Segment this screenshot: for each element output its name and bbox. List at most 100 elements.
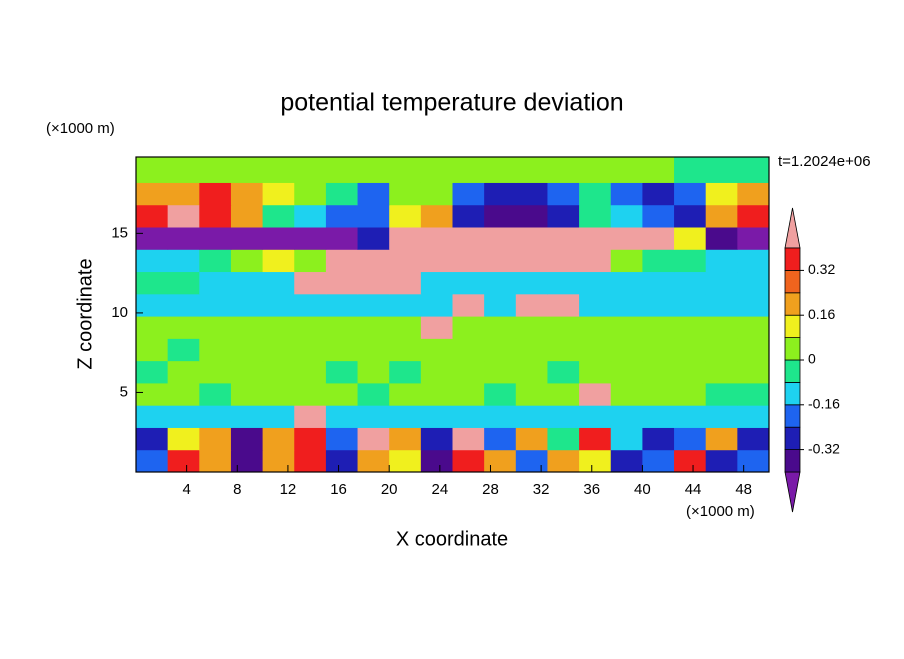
field-cell [420,338,453,362]
field-cell [737,271,770,295]
field-cell [230,405,264,428]
field-cell [420,293,453,317]
field-cell [674,449,707,473]
field-cell [579,382,612,406]
field-cell [357,271,390,295]
field-cell [136,204,169,228]
field-cell [452,382,485,406]
field-cell [642,382,675,406]
colorbar-box [784,269,801,294]
field-cell [452,449,485,473]
field-cell [230,338,264,362]
field-cell [389,405,422,428]
field-cell [389,316,422,339]
field-cell [515,249,548,273]
colorbar-tick-label: 0.32 [808,261,835,277]
x-tick-label: 44 [685,481,702,498]
field-cell [420,204,453,228]
field-cell [610,157,643,183]
field-cell [452,227,485,250]
field-cell [136,360,169,384]
field-cell [610,204,643,228]
field-cell [642,182,675,206]
field-cell [167,449,200,473]
field-cell [230,427,264,451]
field-cell [230,227,264,250]
field-cell [420,360,453,384]
field-cell [547,316,580,339]
x-unit: (×1000 m) [686,503,755,520]
field-cell [325,360,359,384]
field-cell [357,449,390,473]
field-cell [705,227,738,250]
field-cell [136,405,169,428]
field-cell [199,427,232,451]
field-cell [515,182,548,206]
colorbar-tick-label: 0.16 [808,306,835,322]
field-cell [167,249,200,273]
field-cell [579,316,612,339]
field-cell [484,316,517,339]
field-cell [325,449,359,473]
field-cell [167,382,200,406]
field-cell [705,382,738,406]
field-cell [547,227,580,250]
field-cell [642,293,675,317]
field-cell [610,382,643,406]
field-cell [642,204,675,228]
field-cell [452,204,485,228]
field-cell [199,271,232,295]
field-cell [262,293,295,317]
x-tick-label: 20 [381,481,398,498]
field-cell [230,182,264,206]
field-cell [262,405,295,428]
field-cell [579,427,612,451]
field-cell [642,427,675,451]
field-cell [484,249,517,273]
field-cell [294,249,327,273]
x-tick-label: 4 [182,481,190,498]
field-cell [452,271,485,295]
field-cell [737,338,770,362]
field-cell [579,227,612,250]
field-cell [357,316,390,339]
field-cell [420,449,453,473]
field-cell [389,427,422,451]
field-cell [136,271,169,295]
x-tick-label: 12 [280,481,297,498]
field-cell [167,427,200,451]
field-cell [674,316,707,339]
field-cell [294,449,327,473]
field-cell [389,204,422,228]
field-cell [515,360,548,384]
field-cell [737,405,770,428]
field-cell [167,360,200,384]
field-cell [515,338,548,362]
field-cell [547,249,580,273]
field-cell [325,316,359,339]
field-cell [357,182,390,206]
field-cell [389,382,422,406]
field-cell [452,182,485,206]
field-cell [230,293,264,317]
field-cell [199,249,232,273]
field-cell [737,316,770,339]
field-cell [230,360,264,384]
field-cell [579,360,612,384]
x-tick-label: 28 [482,481,499,498]
field-cell [136,316,169,339]
field-cell [420,271,453,295]
field-cell [547,338,580,362]
field-cell [420,316,453,339]
field-cell [547,449,580,473]
field-cell [674,338,707,362]
colorbar-box [784,381,801,406]
field-cell [452,293,485,317]
field-cell [610,449,643,473]
field-cell [389,293,422,317]
field-cell [230,449,264,473]
field-cell [199,293,232,317]
field-cell [610,316,643,339]
